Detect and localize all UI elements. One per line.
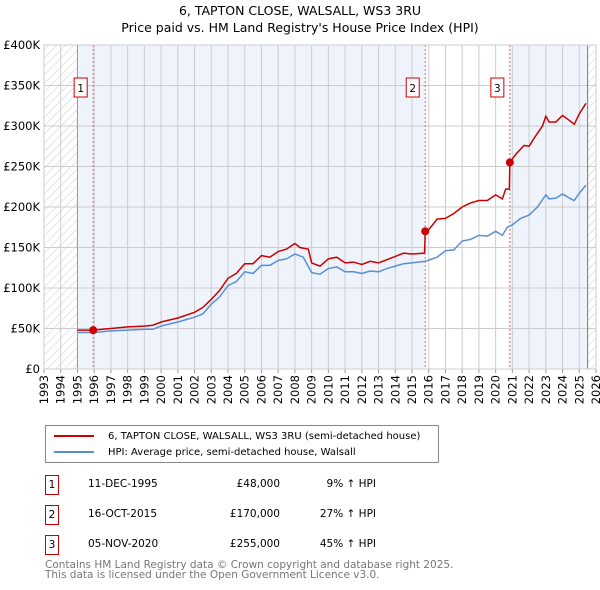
x-tick-label: 2005 — [238, 375, 252, 404]
y-tick-label: £300K — [3, 119, 40, 133]
sale-label-box — [490, 77, 505, 98]
sale-point — [89, 326, 98, 335]
footer: Contains HM Land Registry data © Crown c… — [45, 559, 454, 581]
sale-date: 05-NOV-2020 — [88, 538, 159, 550]
sale-price: £170,000 — [229, 508, 280, 520]
x-tick-label: 2019 — [472, 375, 486, 404]
sale-price: £255,000 — [229, 538, 280, 550]
y-tick-label: £400K — [3, 38, 40, 52]
x-tick-label: 2008 — [288, 375, 302, 404]
x-tick-label: 2026 — [589, 375, 600, 404]
x-tick-label: 2021 — [505, 375, 519, 404]
legend-swatch-blue — [54, 451, 94, 453]
sale-date: 16-OCT-2015 — [88, 508, 157, 520]
sale-marker-number: 2 — [45, 505, 59, 525]
sale-point — [421, 227, 430, 236]
x-tick-label: 2000 — [154, 375, 168, 404]
licence-text: This data is licensed under the Open Gov… — [45, 569, 380, 581]
sale-label-box — [73, 77, 88, 98]
sale-price: £48,000 — [236, 478, 280, 490]
sale-label: 2 — [409, 83, 416, 95]
x-tick-label: 2017 — [438, 375, 452, 404]
x-tick-label: 2012 — [355, 375, 369, 404]
legend-label: 6, TAPTON CLOSE, WALSALL, WS3 3RU (semi-… — [108, 430, 421, 442]
sale-hpi-diff: 27% ↑ HPI — [319, 508, 376, 520]
y-tick-label: £0 — [25, 362, 40, 376]
sale-row-3: 3 05-NOV-2020 £255,000 45% ↑ HPI — [45, 535, 445, 555]
legend: 6, TAPTON CLOSE, WALSALL, WS3 3RU (semi-… — [45, 425, 439, 463]
x-tick-label: 2001 — [171, 375, 185, 404]
x-tick-label: 2020 — [489, 375, 503, 404]
legend-item-hpi: HPI: Average price, semi-detached house,… — [54, 444, 356, 460]
price-line — [77, 102, 587, 331]
x-tick-label: 2013 — [372, 375, 386, 404]
x-tick-label: 1998 — [121, 375, 135, 404]
y-tick-label: £100K — [3, 281, 40, 295]
x-tick-label: 1997 — [104, 375, 118, 404]
x-tick-label: 1996 — [87, 375, 101, 404]
x-tick-label: 2007 — [271, 375, 285, 404]
copyright-text: Contains HM Land Registry data © Crown c… — [45, 559, 454, 571]
legend-swatch-red — [54, 435, 94, 437]
y-tick-label: £50K — [11, 322, 41, 336]
x-tick-label: 2006 — [254, 375, 268, 404]
x-tick-label: 1993 — [37, 375, 51, 404]
sale-hpi-diff: 45% ↑ HPI — [319, 538, 376, 550]
x-tick-label: 2023 — [539, 375, 553, 404]
sale-label: 3 — [494, 83, 501, 95]
x-tick-label: 2002 — [188, 375, 202, 404]
x-tick-label: 2018 — [455, 375, 469, 404]
x-tick-label: 2015 — [405, 375, 419, 404]
sale-hpi-diff: 9% ↑ HPI — [326, 478, 376, 490]
sale-date: 11-DEC-1995 — [88, 478, 158, 490]
x-tick-label: 1995 — [70, 375, 84, 404]
x-tick-label: 2014 — [388, 375, 402, 404]
x-tick-label: 2004 — [221, 375, 235, 404]
hpi-line — [77, 184, 587, 334]
x-tick-label: 2022 — [522, 375, 536, 404]
x-tick-label: 2010 — [321, 375, 335, 404]
title: 6, TAPTON CLOSE, WALSALL, WS3 3RU — [178, 3, 422, 18]
y-tick-label: £150K — [3, 241, 40, 255]
legend-item-property: 6, TAPTON CLOSE, WALSALL, WS3 3RU (semi-… — [54, 428, 420, 444]
sale-marker-number: 1 — [45, 475, 59, 495]
sale-point — [505, 158, 514, 167]
x-tick-label: 1999 — [137, 375, 151, 404]
subtitle: Price paid vs. HM Land Registry's House … — [121, 20, 479, 35]
sale-marker-number: 3 — [45, 535, 59, 555]
x-tick-label: 2003 — [204, 375, 218, 404]
y-tick-label: £350K — [3, 79, 40, 93]
chart-title: 6, TAPTON CLOSE, WALSALL, WS3 3RU Price … — [0, 2, 600, 36]
x-tick-label: 2011 — [338, 375, 352, 404]
sale-label-box — [405, 77, 420, 98]
x-tick-label: 2025 — [572, 375, 586, 404]
plot-border — [43, 44, 597, 370]
x-tick-label: 1994 — [54, 375, 68, 404]
legend-label: HPI: Average price, semi-detached house,… — [108, 446, 356, 458]
y-tick-label: £250K — [3, 160, 40, 174]
x-tick-label: 2016 — [422, 375, 436, 404]
price-chart: 1993 1994 1995 1996 1997 1998 1999 2000 2001 2002… — [3, 38, 600, 404]
y-tick-label: £200K — [3, 200, 40, 214]
sale-row-1: 1 11-DEC-1995 £48,000 9% ↑ HPI — [45, 475, 445, 495]
sale-label: 1 — [77, 83, 84, 95]
x-tick-label: 2024 — [556, 375, 570, 404]
x-tick-label: 2009 — [305, 375, 319, 404]
sale-row-2: 2 16-OCT-2015 £170,000 27% ↑ HPI — [45, 505, 445, 525]
